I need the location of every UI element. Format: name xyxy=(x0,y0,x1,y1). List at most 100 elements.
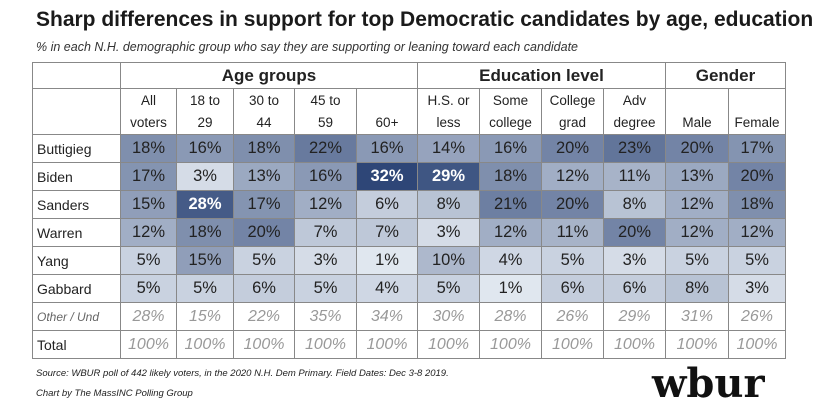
data-cell: 3% xyxy=(604,247,666,275)
data-cell: 5% xyxy=(418,275,480,303)
column-header-line2: 44 xyxy=(256,114,272,130)
data-cell: 18% xyxy=(729,191,786,219)
data-cell: 11% xyxy=(542,219,604,247)
data-cell: 6% xyxy=(234,275,295,303)
column-header-line2: voters xyxy=(130,114,167,130)
data-cell: 13% xyxy=(666,163,729,191)
chart-title: Sharp differences in support for top Dem… xyxy=(36,8,814,31)
data-cell: 3% xyxy=(295,247,357,275)
data-cell: 8% xyxy=(666,275,729,303)
column-header-line2: 29 xyxy=(197,114,213,130)
data-cell: 8% xyxy=(418,191,480,219)
column-header-line2: degree xyxy=(613,114,656,130)
data-cell: 5% xyxy=(666,247,729,275)
data-cell: 20% xyxy=(604,219,666,247)
column-header-line1: 45 to xyxy=(310,92,341,108)
data-cell: 7% xyxy=(295,219,357,247)
row-label: Yang xyxy=(33,247,121,275)
data-cell: 100% xyxy=(357,331,418,359)
data-cell: 4% xyxy=(480,247,542,275)
column-header-line2: 59 xyxy=(317,114,334,130)
data-cell: 31% xyxy=(666,303,729,331)
data-cell: 8% xyxy=(604,191,666,219)
data-cell: 100% xyxy=(604,331,666,359)
row-label: Biden xyxy=(33,163,121,191)
column-header-line2: less xyxy=(436,114,461,130)
data-cell: 1% xyxy=(480,275,542,303)
data-cell: 3% xyxy=(177,163,234,191)
data-cell: 12% xyxy=(729,219,786,247)
data-cell: 100% xyxy=(729,331,786,359)
data-cell: 12% xyxy=(542,163,604,191)
data-cell: 29% xyxy=(418,163,480,191)
data-cell: 100% xyxy=(480,331,542,359)
column-header-line1 xyxy=(385,90,389,112)
data-cell: 16% xyxy=(295,163,357,191)
chart-credit: Chart by The MassINC Polling Group xyxy=(36,388,193,399)
column-header-line1: 30 to xyxy=(248,92,280,108)
data-cell: 3% xyxy=(418,219,480,247)
column-header-line2: Female xyxy=(734,114,780,130)
row-label: Sanders xyxy=(33,191,121,219)
data-cell: 6% xyxy=(604,275,666,303)
data-cell: 15% xyxy=(177,247,234,275)
column-header: 30 to 44 xyxy=(234,89,295,135)
column-header: College grad xyxy=(542,89,604,135)
group-header xyxy=(33,63,121,89)
group-header: Education level xyxy=(418,63,666,89)
column-header: Female xyxy=(729,89,786,135)
column-header-line1: H.S. or xyxy=(427,92,470,108)
data-cell: 35% xyxy=(295,303,357,331)
column-header-line1: College xyxy=(549,92,596,108)
column-header-line1: All xyxy=(140,92,156,108)
data-cell: 23% xyxy=(604,135,666,163)
data-cell: 5% xyxy=(121,247,177,275)
data-cell: 17% xyxy=(234,191,295,219)
column-header: H.S. or less xyxy=(418,89,480,135)
data-cell: 10% xyxy=(418,247,480,275)
data-cell: 30% xyxy=(418,303,480,331)
data-cell: 22% xyxy=(295,135,357,163)
data-cell: 5% xyxy=(729,247,786,275)
data-cell: 100% xyxy=(234,331,295,359)
data-cell: 12% xyxy=(480,219,542,247)
data-cell: 100% xyxy=(666,331,729,359)
data-cell: 6% xyxy=(357,191,418,219)
data-cell: 100% xyxy=(295,331,357,359)
data-cell: 6% xyxy=(542,275,604,303)
data-cell: 17% xyxy=(121,163,177,191)
column-header-line1 xyxy=(755,90,759,112)
data-cell: 20% xyxy=(729,163,786,191)
data-cell: 14% xyxy=(418,135,480,163)
data-cell: 16% xyxy=(480,135,542,163)
data-cell: 28% xyxy=(177,191,234,219)
data-cell: 13% xyxy=(234,163,295,191)
data-cell: 34% xyxy=(357,303,418,331)
column-header-line2: Male xyxy=(682,114,712,130)
data-cell: 17% xyxy=(729,135,786,163)
source-note: Source: WBUR poll of 442 likely voters, … xyxy=(36,368,449,379)
data-cell: 5% xyxy=(542,247,604,275)
chart-subtitle: % in each N.H. demographic group who say… xyxy=(36,40,578,54)
data-cell: 4% xyxy=(357,275,418,303)
column-header-line2: grad xyxy=(558,114,587,130)
column-header: Male xyxy=(666,89,729,135)
data-cell: 11% xyxy=(604,163,666,191)
column-header-line1: Adv xyxy=(622,92,647,108)
row-label: Gabbard xyxy=(33,275,121,303)
data-cell: 5% xyxy=(121,275,177,303)
data-cell: 12% xyxy=(666,191,729,219)
column-header-line1 xyxy=(695,90,699,112)
data-cell: 20% xyxy=(542,135,604,163)
row-label: Buttigieg xyxy=(33,135,121,163)
column-header-line2: college xyxy=(489,114,532,130)
column-header: 45 to 59 xyxy=(295,89,357,135)
column-header: Adv degree xyxy=(604,89,666,135)
column-header: 60+ xyxy=(357,89,418,135)
column-header-line1: 18 to xyxy=(189,92,221,108)
data-cell: 15% xyxy=(121,191,177,219)
wbur-logo: wbur xyxy=(652,360,765,407)
data-cell: 7% xyxy=(357,219,418,247)
data-cell: 5% xyxy=(234,247,295,275)
data-cell: 28% xyxy=(480,303,542,331)
